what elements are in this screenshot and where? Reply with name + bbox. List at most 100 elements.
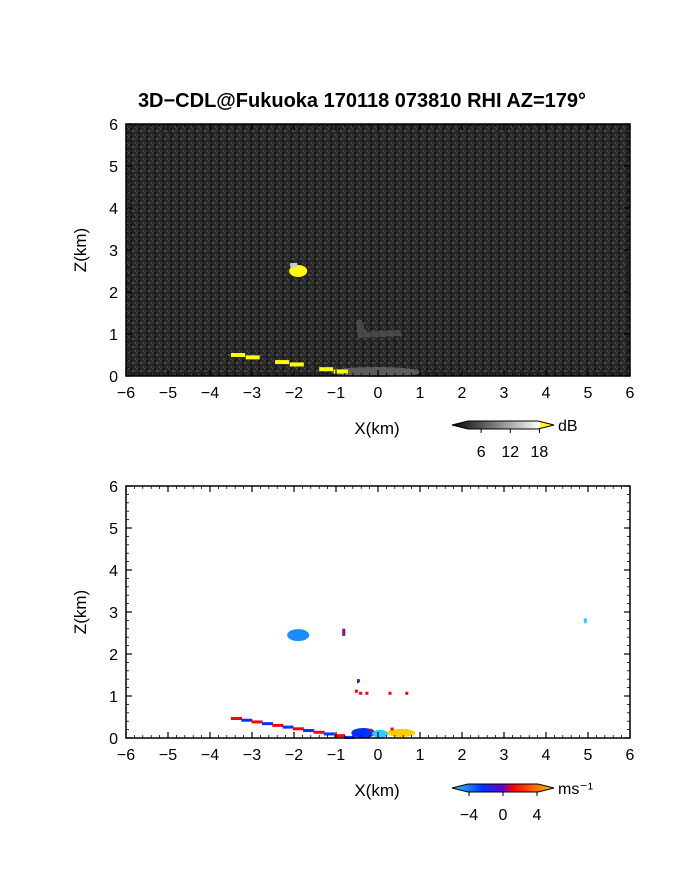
reflectivity-clutter-segment [289,362,304,367]
x-tick-label-velocity: −1 [327,747,345,764]
y-tick-label-reflectivity: 6 [109,117,118,134]
x-tick-label-velocity: −4 [201,747,219,764]
x-tick-label-reflectivity: 5 [584,385,593,402]
colorbar-tick-label: 12 [501,444,519,461]
panel-velocity: −6 −5 −4 −3 −2 −1 0 1 2 3 4 5 6 0 1 2 3 4 5 6 X(km) Z(km) −… [71,479,635,824]
y-tick-label-reflectivity: 2 [109,285,118,302]
x-tick-label-velocity: 1 [416,747,425,764]
x-tick-label-reflectivity: −5 [159,385,177,402]
y-tick-label-reflectivity: 0 [109,369,118,386]
y-tick-label-velocity: 1 [109,689,118,706]
y-tick-label-velocity: 4 [109,563,118,580]
x-tick-label-velocity: 0 [374,747,383,764]
colorbar-tick-label: 4 [533,807,542,824]
reflectivity-clutter-segment [275,360,290,365]
velocity-cluster-red [369,728,373,732]
reflectivity-clutter-segment [245,355,260,360]
x-tick-label-reflectivity: 6 [626,385,635,402]
x-tick-label-reflectivity: −3 [243,385,261,402]
chart-title: 3D−CDL@Fukuoka 170118 073810 RHI AZ=179° [138,90,586,112]
reflectivity-clutter-segment [319,367,334,372]
y-tick-label-reflectivity: 5 [109,159,118,176]
velocity-low-line-segment [251,720,263,724]
x-tick-label-velocity: −6 [117,747,135,764]
velocity-low-line-segment [292,727,304,731]
y-tick-label-velocity: 2 [109,647,118,664]
x-tick-label-velocity: 4 [542,747,551,764]
velocity-blob [287,629,310,642]
reflectivity-colorbar-unit: dB [558,418,578,435]
velocity-scattered-echo [354,689,358,693]
x-tick-label-velocity: −3 [243,747,261,764]
reflectivity-colorbar-ticks: 6 12 18 [477,429,549,461]
faint-plume [356,320,402,338]
velocity-low-line-segment [231,717,242,720]
velocity-cluster-cyan [372,729,389,738]
velocity-scattered-echo [388,691,392,695]
reflectivity-background [126,124,630,376]
x-tick-label-reflectivity: 3 [500,385,509,402]
velocity-low-line-segment [313,730,325,734]
y-axis-label-reflectivity: Z(km) [71,228,90,272]
velocity-cluster-orange [387,728,416,737]
x-tick-label-velocity: 6 [626,747,635,764]
colorbar-tick-label: 0 [499,807,508,824]
velocity-colorbar-bar [451,783,555,793]
reflectivity-echo-blob-edge [290,263,298,267]
colorbar-tick-label: 18 [531,444,549,461]
reflectivity-clutter-segment [231,353,245,357]
x-tick-label-velocity: 2 [458,747,467,764]
velocity-low-line-segment [241,718,253,722]
velocity-scattered-echo-blue [357,679,359,684]
colorbar-tick-label: 6 [477,444,486,461]
velocity-low-line-segment [334,734,346,738]
x-tick-label-reflectivity: −6 [117,385,135,402]
x-tick-label-velocity: −5 [159,747,177,764]
velocity-cluster-red [390,727,394,731]
x-tick-label-reflectivity: 4 [542,385,551,402]
velocity-scattered-echo [365,691,369,695]
x-tick-label-velocity: 5 [584,747,593,764]
y-axis-label-velocity: Z(km) [71,590,90,634]
x-tick-label-reflectivity: −4 [201,385,219,402]
y-tick-label-velocity: 5 [109,521,118,538]
y-tick-label-velocity: 6 [109,479,118,496]
velocity-axes: −6 −5 −4 −3 −2 −1 0 1 2 3 4 5 6 0 1 2 3 4 5 6 [109,479,634,764]
velocity-low-line-segment [303,729,315,733]
velocity-low-line-segment [323,732,335,736]
reflectivity-colorbar-bar [451,420,555,430]
velocity-small-echo-red [342,628,344,636]
x-tick-label-velocity: −2 [285,747,303,764]
velocity-isolated-point [583,618,587,624]
y-tick-label-reflectivity: 1 [109,327,118,344]
reflectivity-marks [231,263,348,374]
reflectivity-colorbar: 6 12 18 dB [451,418,578,461]
velocity-scattered-echo [405,691,409,695]
x-tick-label-reflectivity: 1 [416,385,425,402]
velocity-colorbar: −4 0 4 ms⁻¹ [451,781,593,824]
velocity-low-line-segment [261,722,273,726]
y-tick-label-reflectivity: 3 [109,243,118,260]
y-tick-label-velocity: 3 [109,605,118,622]
x-axis-label-reflectivity: X(km) [354,419,399,438]
reflectivity-echo-blob [289,265,308,277]
near-ground-bright-region [331,367,421,377]
x-tick-label-reflectivity: −1 [327,385,345,402]
y-tick-label-velocity: 0 [109,731,118,748]
reflectivity-axes: −6 −5 −4 −3 −2 −1 0 1 2 3 4 5 6 0 1 2 3 4 5 6 [109,117,634,402]
x-tick-label-reflectivity: 2 [458,385,467,402]
velocity-scattered-echo [359,691,363,695]
velocity-background [126,486,630,738]
velocity-low-line-segment [272,723,284,727]
reflectivity-clutter-segment [333,369,348,374]
velocity-low-line-segment [282,725,294,729]
colorbar-tick-label: −4 [460,807,478,824]
velocity-marks [231,618,587,739]
x-tick-label-velocity: 3 [500,747,509,764]
x-tick-label-reflectivity: 0 [374,385,383,402]
x-axis-label-velocity: X(km) [354,781,399,800]
velocity-colorbar-ticks: −4 0 4 [460,792,542,824]
x-tick-label-reflectivity: −2 [285,385,303,402]
